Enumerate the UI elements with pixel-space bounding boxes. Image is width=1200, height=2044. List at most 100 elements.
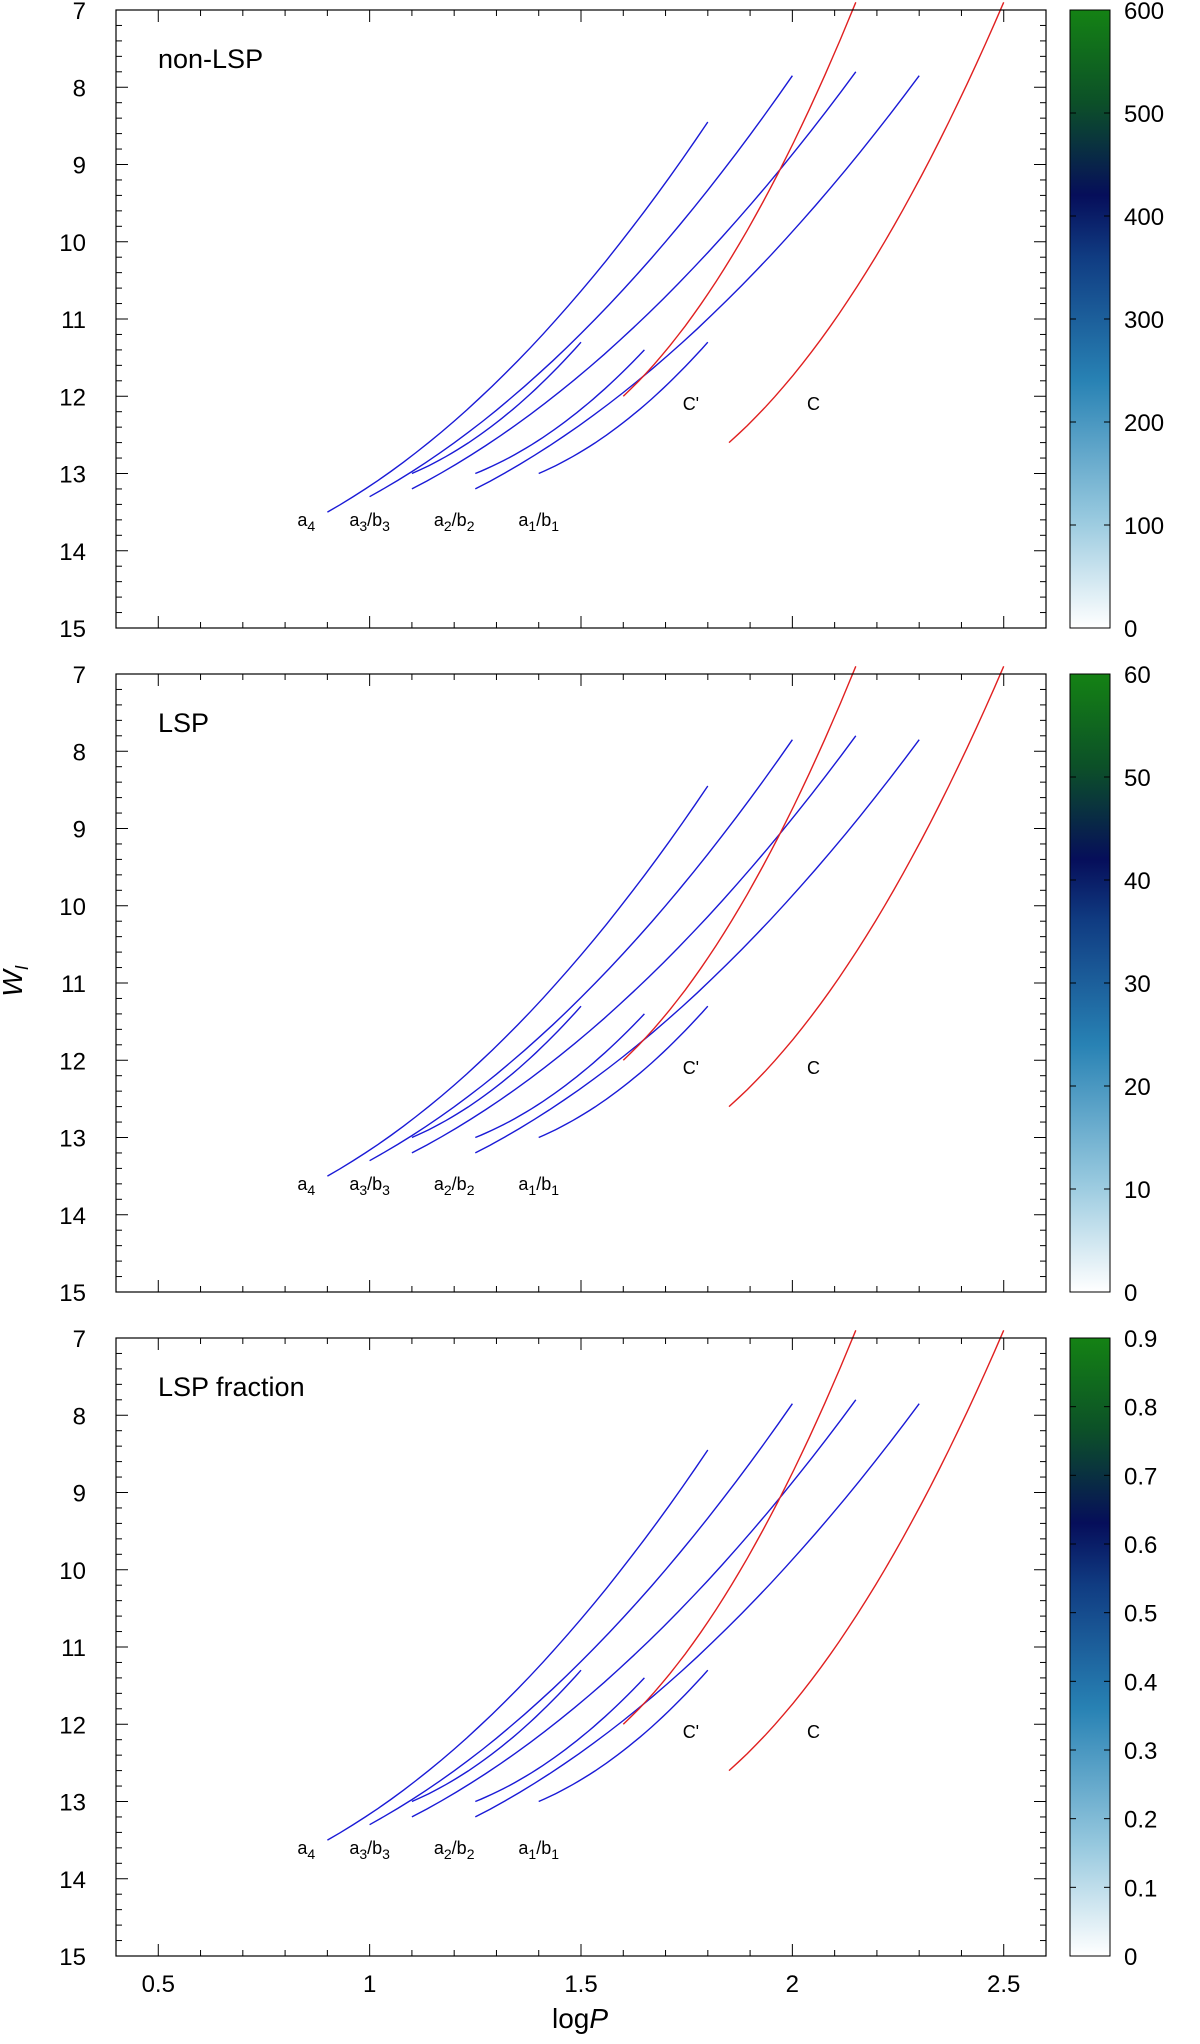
y-axis-label: WI — [0, 965, 32, 996]
sequence-label: a4 — [297, 510, 315, 534]
sequence-line — [538, 1005, 709, 1139]
panel-title: LSP fraction — [158, 1372, 305, 1402]
sequence-line — [411, 1399, 857, 1818]
y-tick-label: 10 — [59, 1558, 86, 1585]
sequence-line — [728, 1330, 1005, 1772]
sequence-label: C — [807, 1058, 820, 1078]
colorbar-tick-label: 0 — [1124, 1280, 1137, 1307]
sequence-line — [622, 666, 857, 1061]
sequence-line — [411, 341, 582, 475]
sequence-label: a2/b2 — [434, 1838, 475, 1862]
y-tick-label: 11 — [61, 971, 86, 998]
sequence-line — [622, 2, 857, 397]
sequence-line — [411, 1669, 582, 1803]
sequence-label: a1/b1 — [518, 510, 559, 534]
y-tick-label: 9 — [73, 1481, 86, 1508]
x-tick-label: 2.5 — [987, 1971, 1020, 1998]
y-tick-label: 9 — [73, 153, 86, 180]
colorbar-tick-label: 100 — [1124, 513, 1164, 540]
panel-2: a4 a3/b3 a2/b2 a1/b1 C' C LSP 7 8 9 10 11 12 13 14 15 0 1… — [59, 662, 1150, 1307]
y-tick-label: 12 — [59, 384, 86, 411]
x-tick-label: 0.5 — [142, 1971, 175, 1998]
y-tick-label: 14 — [59, 1203, 86, 1230]
sequence-line — [474, 1403, 920, 1818]
sequence-line — [369, 739, 793, 1162]
x-tick-label: 1.5 — [564, 1971, 597, 1998]
colorbar-tick-label: 40 — [1124, 868, 1151, 895]
sequence-line — [327, 785, 709, 1177]
x-tick-label: 1 — [363, 1971, 376, 1998]
sequence-label: a1/b1 — [518, 1838, 559, 1862]
sequence-label: a3/b3 — [349, 510, 390, 534]
colorbar-tick-label: 400 — [1124, 204, 1164, 231]
colorbar-gradient — [1069, 9, 1111, 629]
colorbar-tick-label: 20 — [1124, 1074, 1151, 1101]
y-tick-label: 8 — [73, 75, 86, 102]
sequence-line — [411, 1005, 582, 1139]
sequence-label: C' — [683, 394, 699, 414]
y-tick-label: 8 — [73, 1403, 86, 1430]
y-tick-label: 13 — [59, 462, 86, 489]
y-tick-label: 15 — [59, 1944, 86, 1971]
sequence-line — [369, 75, 793, 498]
sequence-line — [411, 735, 857, 1154]
sequence-line — [728, 2, 1005, 444]
x-axis-label: logP — [552, 2003, 608, 2034]
colorbar-tick-label: 0.8 — [1124, 1395, 1157, 1422]
sequence-label: a4 — [297, 1838, 315, 1862]
colorbar: 0 100 200 300 400 500 600 — [1069, 0, 1164, 643]
colorbar: 0 10 20 30 40 50 60 — [1069, 662, 1151, 1307]
y-tick-label: 11 — [61, 307, 86, 334]
y-tick-label: 12 — [59, 1048, 86, 1075]
panel-title: LSP — [158, 708, 209, 738]
sequence-line — [474, 75, 920, 490]
sequence-line — [538, 341, 709, 475]
panel-title: non-LSP — [158, 44, 263, 74]
y-tick-label: 14 — [59, 539, 86, 566]
y-tick-label: 15 — [59, 616, 86, 643]
sequence-line — [475, 1013, 645, 1139]
colorbar-tick-label: 200 — [1124, 410, 1164, 437]
colorbar-tick-label: 0 — [1124, 1944, 1137, 1971]
sequence-label: a2/b2 — [434, 510, 475, 534]
colorbar-tick-label: 0.5 — [1124, 1601, 1157, 1628]
sequence-label: C — [807, 1722, 820, 1742]
sequence-label: C' — [683, 1722, 699, 1742]
y-tick-label: 10 — [59, 230, 86, 257]
colorbar-tick-label: 500 — [1124, 101, 1164, 128]
y-tick-label: 11 — [61, 1635, 86, 1662]
sequence-line — [327, 121, 709, 513]
y-tick-label: 13 — [59, 1790, 86, 1817]
colorbar-tick-label: 30 — [1124, 971, 1151, 998]
plot-frame — [115, 673, 1047, 1293]
sequence-line — [369, 1403, 793, 1826]
colorbar-tick-label: 0.2 — [1124, 1807, 1157, 1834]
colorbar-tick-label: 0.1 — [1124, 1875, 1157, 1902]
sequence-line — [538, 1669, 709, 1803]
colorbar-tick-label: 10 — [1124, 1177, 1151, 1204]
sequence-line — [728, 666, 1005, 1108]
colorbar-tick-label: 0 — [1124, 616, 1137, 643]
sequence-label: C — [807, 394, 820, 414]
plot-frame — [115, 1337, 1047, 1957]
y-tick-label: 15 — [59, 1280, 86, 1307]
sequence-line — [411, 71, 857, 490]
colorbar-gradient — [1069, 1337, 1111, 1957]
colorbar-gradient — [1069, 673, 1111, 1293]
colorbar-tick-label: 0.9 — [1124, 1326, 1157, 1353]
sequence-label: a2/b2 — [434, 1174, 475, 1198]
y-tick-label: 10 — [59, 894, 86, 921]
colorbar-tick-label: 0.3 — [1124, 1738, 1157, 1765]
plot-frame — [115, 9, 1047, 629]
sequence-label: C' — [683, 1058, 699, 1078]
sequence-label: a4 — [297, 1174, 315, 1198]
sequence-line — [327, 1449, 709, 1841]
colorbar-tick-label: 60 — [1124, 662, 1151, 689]
colorbar: 0 0.1 0.2 0.3 0.4 0.5 0.6 0.7 0.8 0.9 — [1069, 1326, 1157, 1971]
y-tick-label: 9 — [73, 817, 86, 844]
colorbar-tick-label: 600 — [1124, 0, 1164, 25]
y-tick-label: 7 — [73, 662, 86, 689]
